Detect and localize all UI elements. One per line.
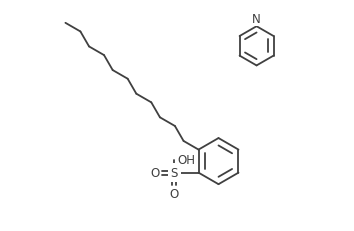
Text: O: O <box>170 187 179 200</box>
Text: O: O <box>150 166 160 179</box>
Text: OH: OH <box>177 154 195 167</box>
Text: N: N <box>252 13 261 26</box>
Text: S: S <box>171 166 178 179</box>
